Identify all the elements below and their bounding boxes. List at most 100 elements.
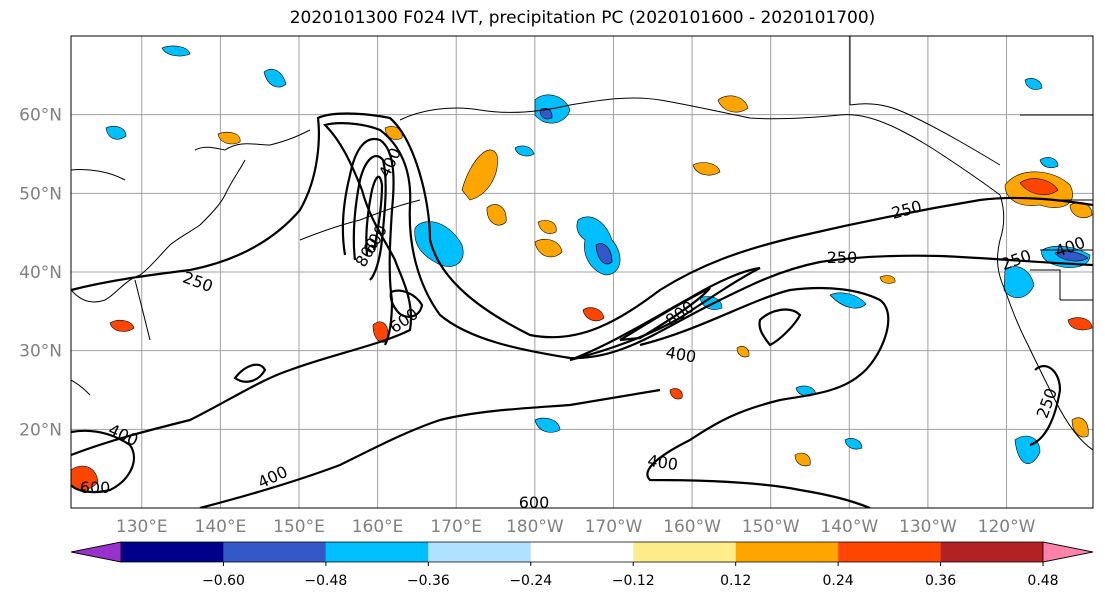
longitude-label: 170°E (430, 517, 482, 537)
ivt-contour (1029, 365, 1062, 447)
contour-label: 250 (1033, 386, 1061, 421)
precip-blob (595, 243, 613, 265)
longitude-label: 180°W (506, 517, 564, 537)
colorbar-extend-min (70, 541, 122, 563)
colorbar-segment (735, 542, 839, 562)
precip-blob (879, 275, 896, 284)
coastlines (71, 36, 1093, 451)
contour-label: 250 (999, 246, 1034, 274)
colorbar-tick-label: −0.12 (612, 573, 655, 589)
gridlines (71, 36, 1093, 508)
precip-blob (537, 220, 557, 234)
latitude-label: 20°N (19, 420, 62, 440)
ivt-contour (365, 175, 384, 256)
colorbar-tick-label: −0.24 (509, 573, 552, 589)
contour-label: 400 (664, 343, 697, 367)
figure-title: 2020101300 F024 IVT, precipitation PC (2… (289, 8, 876, 28)
colorbar: −0.60 −0.48 −0.36 −0.24 −0.12 0.12 0.24 0.36 0.4… (70, 541, 1094, 589)
precip-blob (534, 239, 563, 258)
precip-blob (534, 417, 561, 433)
colorbar-outline (70, 541, 1094, 563)
contour-label: 600 (80, 478, 111, 497)
longitude-label: 140°W (820, 517, 878, 537)
longitude-label: 140°E (195, 517, 247, 537)
precip-blob (414, 221, 464, 267)
longitude-label: 150°E (273, 517, 325, 537)
precip-blob (1039, 157, 1059, 169)
coastline (299, 97, 1001, 241)
precip-blob (717, 95, 749, 113)
longitude-label: 130°W (899, 517, 957, 537)
precip-blob (1014, 435, 1041, 464)
colorbar-segment (121, 542, 224, 562)
contour-label: 250 (827, 248, 858, 267)
precip-blob (263, 69, 287, 88)
longitude-label: 160°E (352, 517, 404, 537)
precip-blob (109, 319, 135, 332)
contour-label: 250 (889, 197, 923, 223)
ivt-contour (71, 122, 1093, 457)
colorbar-segment (428, 542, 531, 562)
latitude-label: 50°N (19, 184, 62, 204)
colorbar-tick-label: 0.12 (720, 573, 751, 589)
ivt-contour (389, 289, 424, 318)
ivt-contour (233, 363, 267, 383)
contour-label: 400 (105, 420, 141, 450)
colorbar-tick-label: −0.60 (202, 573, 245, 589)
colorbar-tick-label: 0.24 (823, 573, 854, 589)
ivt-contours (71, 112, 1093, 508)
precip-blob (736, 346, 750, 358)
precip-blob (1019, 178, 1059, 196)
colorbar-segment (223, 542, 326, 562)
colorbar-segment (838, 542, 941, 562)
contour-label: 600 (519, 493, 550, 512)
colorbar-extend-max (1042, 541, 1094, 563)
precip-blob (844, 438, 863, 450)
coastline (849, 36, 1093, 301)
latitude-label: 40°N (19, 263, 62, 283)
coastline (71, 129, 311, 341)
colorbar-segment (940, 542, 1043, 562)
precip-blob (1067, 317, 1093, 331)
precip-blob (1071, 417, 1089, 438)
precip-blob (105, 125, 127, 140)
longitude-label: 120°W (978, 517, 1036, 537)
colorbar-tick-label: −0.48 (304, 573, 347, 589)
coastline (997, 194, 1093, 451)
precip-blob (486, 204, 507, 226)
colorbar-segment (325, 542, 429, 562)
ivt-contour (199, 388, 661, 508)
colorbar-segment (530, 542, 634, 562)
precip-blob (461, 149, 498, 201)
precip-blob (582, 307, 605, 322)
longitude-label: 150°W (742, 517, 800, 537)
precip-blob (1024, 78, 1043, 90)
precip-blob (514, 145, 535, 157)
precip-blob (669, 388, 683, 400)
precip-blob (1054, 250, 1089, 262)
ivt-contour (71, 429, 136, 494)
longitude-label: 170°W (585, 517, 643, 537)
colorbar-tick-label: −0.36 (407, 573, 450, 589)
precip-blob (794, 452, 811, 467)
precip-blob (829, 292, 867, 309)
precip-blob (217, 131, 241, 145)
ivt-contour (758, 308, 802, 347)
map-frame (70, 35, 1094, 509)
precip-blob (692, 162, 721, 176)
longitude-labels: 130°E 140°E 150°E 160°E 170°E 180°W 170°W 160°W… (116, 517, 1036, 537)
precip-blob (161, 45, 191, 57)
precip-blob (1003, 266, 1035, 298)
longitude-label: 160°W (663, 517, 721, 537)
ivt-contour (352, 155, 387, 281)
colorbar-tick-label: 0.36 (925, 573, 956, 589)
ivt-contour (639, 286, 890, 508)
latitude-label: 30°N (19, 342, 62, 362)
ivt-contour (619, 287, 711, 342)
longitude-label: 130°E (116, 517, 168, 537)
precip-blob (539, 108, 553, 120)
colorbar-segment (633, 542, 736, 562)
